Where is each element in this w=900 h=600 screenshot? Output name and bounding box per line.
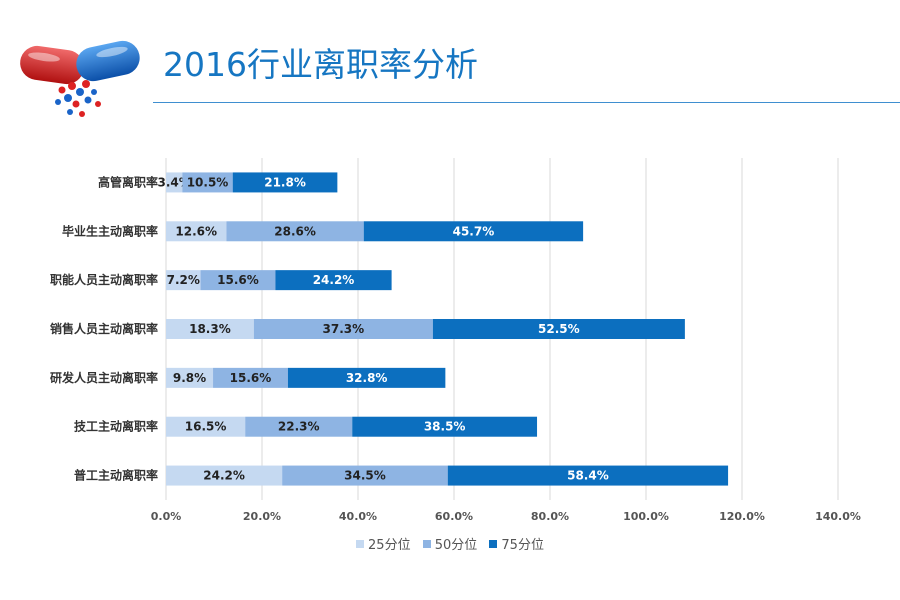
category-label: 职能人员主动离职率	[50, 272, 158, 287]
category-label: 高管离职率	[98, 174, 158, 189]
capsule-pills-icon	[20, 40, 140, 117]
chart-legend: 25分位 50分位 75分位	[0, 534, 900, 553]
legend-label: 50分位	[434, 538, 478, 553]
legend-item: 25分位	[356, 534, 411, 553]
bar-segment	[432, 319, 685, 339]
data-label: 10.5%	[187, 175, 229, 189]
x-tick-label: 140.0%	[815, 510, 861, 523]
data-label: 12.6%	[175, 224, 217, 238]
x-tick-label: 80.0%	[531, 510, 569, 523]
x-tick-label: 100.0%	[623, 510, 669, 523]
data-label: 34.5%	[344, 469, 386, 483]
legend-swatch	[489, 540, 498, 548]
bar-segment	[166, 172, 183, 193]
bar-segment	[352, 416, 538, 437]
bar-segment	[166, 319, 254, 339]
category-label: 研发人员主动离职率	[50, 370, 158, 385]
bar-segment	[245, 416, 353, 437]
bar-segment	[166, 270, 201, 291]
bar-segment	[253, 319, 433, 339]
data-label: 15.6%	[230, 371, 272, 385]
bar-segment	[287, 367, 446, 388]
data-label: 16.5%	[185, 420, 227, 434]
data-label: 15.6%	[217, 273, 259, 287]
x-tick-label: 60.0%	[435, 510, 473, 523]
category-label: 技工主动离职率	[74, 419, 158, 434]
x-tick-label: 0.0%	[151, 510, 182, 523]
data-label: 52.5%	[538, 322, 580, 336]
data-label: 58.4%	[567, 469, 609, 483]
data-label: 7.2%	[167, 273, 200, 287]
bar-segment	[232, 172, 338, 193]
data-label: 9.8%	[173, 371, 206, 385]
data-label: 28.6%	[274, 224, 316, 238]
data-label: 21.8%	[264, 175, 306, 189]
legend-label: 75分位	[501, 538, 544, 553]
page-title: 2016行业离职率分析	[163, 45, 478, 84]
data-label: 24.2%	[313, 273, 355, 287]
bar-segment	[200, 270, 276, 291]
title-divider	[153, 102, 900, 103]
bar-segment	[182, 172, 233, 193]
legend-swatch	[422, 540, 431, 548]
data-label: 32.8%	[346, 371, 388, 385]
data-label: 38.5%	[424, 420, 466, 434]
bar-segment	[166, 465, 283, 486]
legend-item: 50分位	[422, 534, 478, 553]
legend-item: 75分位	[489, 534, 544, 553]
x-tick-label: 20.0%	[243, 510, 281, 523]
data-label: 45.7%	[453, 224, 495, 238]
bar-segment	[363, 221, 584, 242]
data-label: 37.3%	[323, 322, 365, 336]
category-label: 销售人员主动离职率	[50, 321, 158, 336]
x-tick-label: 120.0%	[719, 510, 765, 523]
bar-segment	[282, 465, 448, 486]
bar-segment	[275, 270, 392, 291]
data-label: 22.3%	[278, 420, 320, 434]
category-label: 普工主动离职率	[74, 468, 158, 483]
data-label: 18.3%	[189, 322, 231, 336]
bar-segment	[226, 221, 364, 242]
bar-segment	[213, 367, 288, 388]
bar-segment	[447, 465, 729, 486]
bar-segment	[166, 367, 214, 388]
bar-segment	[166, 416, 246, 437]
data-label: 24.2%	[203, 469, 245, 483]
category-label: 毕业生主动离职率	[62, 223, 158, 238]
legend-swatch	[356, 540, 365, 548]
legend-label: 25分位	[368, 538, 411, 553]
x-tick-label: 40.0%	[339, 510, 377, 523]
bar-segment	[166, 221, 227, 242]
